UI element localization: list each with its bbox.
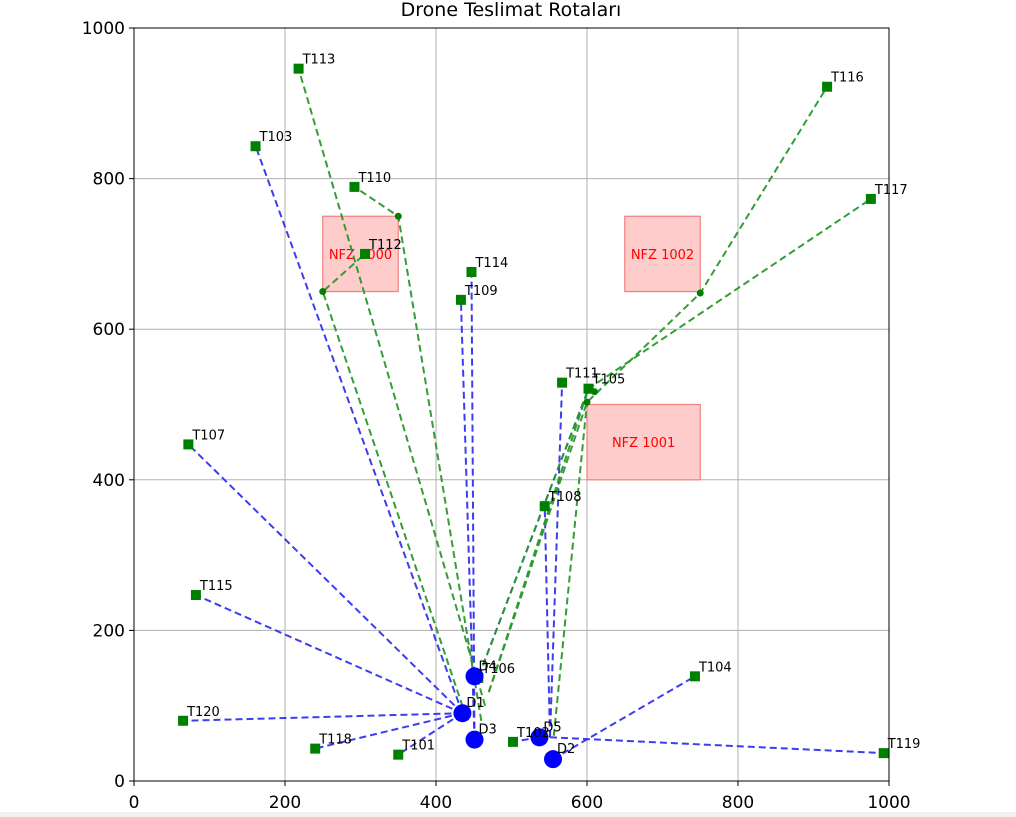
target-marker-t114	[466, 266, 477, 277]
target-marker-t102	[508, 736, 519, 747]
target-label: T115	[199, 579, 233, 594]
waypoints	[319, 212, 704, 406]
x-tick-label: 800	[722, 793, 754, 813]
route-line-0	[254, 145, 464, 714]
target-label: T107	[191, 428, 225, 443]
depot-label: D1	[466, 696, 484, 711]
route-line-6	[459, 299, 476, 740]
point-labels: T101 T103 T104 T105 T106 T107 T108 T109 T110 T111…	[186, 53, 920, 758]
plot-frame	[133, 27, 890, 782]
route-line-7	[470, 271, 476, 740]
target-marker-t104	[689, 671, 700, 682]
target-label: T119	[887, 737, 921, 752]
waypoint-0	[394, 212, 402, 220]
route-line-14	[297, 68, 487, 706]
route-line-4	[314, 712, 463, 750]
depot-label: D2	[557, 742, 575, 757]
target-marker-t118	[310, 743, 321, 754]
target-label: T104	[698, 660, 732, 675]
target-label: T117	[874, 183, 908, 198]
y-tick-label: 200	[93, 621, 125, 641]
no-fly-zone-2	[624, 215, 701, 293]
target-label: T103	[259, 130, 293, 145]
target-marker-t108	[539, 501, 550, 512]
target-label: T106	[481, 662, 515, 677]
route-line-3	[183, 712, 463, 722]
target-marker-t120	[178, 715, 189, 726]
route-line-19	[552, 402, 588, 736]
route-line-5	[397, 712, 463, 756]
axes: 0 200 400 600 800 1000 0 200 400 600 800 1000	[82, 19, 911, 813]
x-tick-label: 0	[129, 793, 140, 813]
target-marker-t109	[455, 294, 466, 305]
depot-marker-d2	[544, 750, 563, 769]
target-label: T113	[302, 53, 336, 68]
x-tick-label: 200	[269, 793, 301, 813]
target-marker-t113	[293, 63, 304, 74]
depot-marker-d3	[465, 730, 484, 749]
bottom-bar	[0, 812, 1016, 817]
target-label: T118	[318, 733, 352, 748]
target-marker-t116	[822, 81, 833, 92]
target-marker-t103	[250, 141, 261, 152]
route-line-9	[552, 675, 696, 761]
target-marker-t107	[183, 439, 194, 450]
x-tick-label: 400	[420, 793, 452, 813]
waypoint-2	[696, 289, 704, 297]
x-tick-label: 600	[571, 793, 603, 813]
target-label: T105	[592, 373, 626, 388]
depot-marker-d5	[530, 728, 549, 747]
target-label: T108	[548, 490, 582, 505]
x-tick-label: 1000	[867, 793, 910, 813]
target-label: T120	[186, 705, 220, 720]
route-line-20	[478, 388, 590, 676]
route-line-17	[487, 86, 828, 693]
target-marker-t105	[583, 383, 594, 394]
target-marker-t117	[865, 193, 876, 204]
target-marker-t112	[360, 248, 371, 259]
no-fly-zone-label: NFZ 1002	[631, 248, 694, 263]
depot-label: D4	[479, 659, 497, 674]
target-marker-t101	[393, 749, 404, 760]
y-tick-label: 800	[93, 170, 125, 190]
target-label: T109	[464, 284, 498, 299]
route-line-11	[543, 506, 551, 738]
y-tick-label: 600	[93, 320, 125, 340]
target-label: T101	[401, 739, 435, 754]
target-marker-t111	[557, 377, 568, 388]
chart-title: Drone Teslimat Rotaları	[401, 0, 622, 21]
route-line-12	[549, 382, 564, 738]
depot-label: D5	[543, 720, 561, 735]
depot-label: D3	[479, 723, 497, 738]
target-marker-t115	[190, 590, 201, 601]
routes	[183, 68, 884, 761]
target-label: T114	[474, 256, 508, 271]
target-label: T102	[516, 726, 550, 741]
route-line-15	[321, 253, 468, 718]
route-line-2	[195, 594, 463, 715]
y-tick-label: 400	[93, 471, 125, 491]
no-fly-zone-1	[586, 403, 701, 481]
depots	[453, 667, 563, 769]
y-tick-label: 0	[114, 772, 125, 792]
target-marker-t119	[878, 748, 889, 759]
waypoint-3	[583, 398, 591, 406]
target-marker-t110	[349, 181, 360, 192]
route-line-10	[549, 736, 884, 755]
no-fly-zone-label: NFZ 1001	[612, 436, 675, 451]
target-label: T111	[565, 367, 599, 382]
target-label: T112	[368, 238, 402, 253]
target-label: T116	[830, 71, 864, 86]
depot-marker-d1	[453, 704, 472, 723]
y-tick-label: 1000	[82, 19, 125, 39]
waypoint-1	[319, 288, 327, 296]
target-label: T110	[357, 171, 391, 186]
depot-marker-d4	[465, 667, 484, 686]
route-line-1	[187, 443, 464, 714]
